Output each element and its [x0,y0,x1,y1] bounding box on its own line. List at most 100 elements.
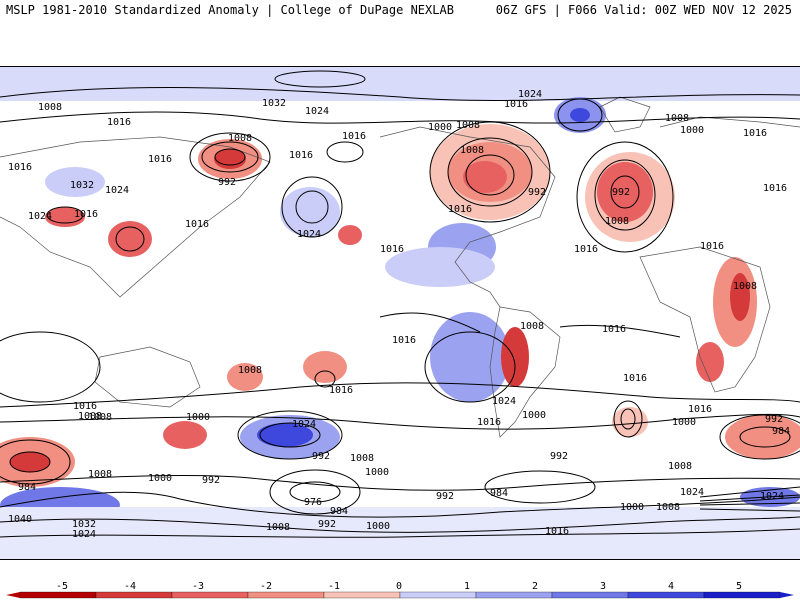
isobar-label: 1016 [185,219,209,230]
isobar-label: 992 [318,519,336,530]
isobar-label: 984 [18,482,36,493]
colorbar-tick-label: -1 [328,581,340,592]
isobar-label: 992 [218,177,236,188]
isobar-label: 1016 [545,526,569,537]
colorbar-tick-label: 3 [600,581,606,592]
isobar-label: 1024 [760,491,784,502]
isobar-label: 1024 [518,89,542,100]
isobar-label: 984 [490,488,508,499]
colorbar-tick-label: -5 [56,581,68,592]
isobar-label: 992 [312,451,330,462]
isobar-label: 1008 [520,321,544,332]
isobar-label: 1000 [365,467,389,478]
australia-coast [94,346,201,408]
isobar-label: 1016 [74,209,98,220]
isobar-label: 1000 [148,473,172,484]
colorbar-swatch [399,591,477,599]
isobar-label: 1016 [763,183,787,194]
isobar-label: 1016 [504,99,528,110]
isobar-label: 1008 [656,502,680,513]
isobar-label: 1016 [448,204,472,215]
isobar-label: 1016 [148,154,172,165]
colorbar-swatch [627,591,705,599]
asia-coast [0,136,271,298]
isobar-label: 984 [330,506,348,517]
isobar-label: 1016 [743,128,767,139]
isobar-label: 1016 [289,150,313,161]
isobar-label: 1008 [88,412,112,423]
isobar-label: 1008 [266,522,290,533]
south-pacific-high-anomaly [430,312,510,402]
isobar-label: 1016 [574,244,598,255]
isobar-label: 1024 [105,185,129,196]
model-run-info: 06Z GFS | F066 Valid: 00Z WED NOV 12 202… [495,3,792,17]
isobar-label: 1040 [8,514,32,525]
isobar-label: 1016 [602,324,626,335]
isobar-label: 1016 [700,241,724,252]
isobar-label: 1016 [688,404,712,415]
europe-coast [659,116,800,128]
isobar-label: 992 [436,491,454,502]
isobar-label: 1024 [28,211,52,222]
isobar-label: 1000 [366,521,390,532]
isobar-label: 1008 [38,102,62,113]
colorbar-swatch [95,591,173,599]
colorbar-tick-label: -4 [124,581,136,592]
isobar-label: 992 [202,475,220,486]
isobar-label: 1024 [492,396,516,407]
isobar-label: 1016 [8,162,32,173]
colorbar-swatch [171,591,249,599]
isobar-label: 1032 [72,519,96,530]
isobar-label: 1024 [680,487,704,498]
isobar-label: 1008 [238,365,262,376]
colorbar-tick-label: -2 [260,581,272,592]
isobar-label: 1024 [297,229,321,240]
isobar-label: 1016 [342,131,366,142]
world-map: 1008 1016 1016 1032 1024 1016 1024 1008 … [0,67,800,559]
colorbar-tick-label: 5 [736,581,742,592]
polar-positive-band [0,67,800,101]
isobar-label: 1008 [668,461,692,472]
isobar-label: 1008 [78,411,102,422]
isobar-label: 1000 [620,502,644,513]
isobar-label: 1032 [70,180,94,191]
isobar-label: 1016 [73,401,97,412]
isobar-label: 1008 [665,113,689,124]
colorbar-tick-label: 4 [668,581,674,592]
coastlines [0,96,800,438]
isobar-label: 1008 [228,133,252,144]
isobar-label: 1016 [392,335,416,346]
colorbar-ticks: -5 -4 -3 -2 -1 0 1 2 3 4 5 [56,581,742,592]
isobar-label: 1016 [380,244,404,255]
isobar-label: 1016 [107,117,131,128]
isobar-label: 1024 [305,106,329,117]
isobar-label: 992 [528,187,546,198]
isobar-label: 1000 [680,125,704,136]
isobar-label: 1008 [88,469,112,480]
anomaly-colorbar: -5 -4 -3 -2 -1 0 1 2 3 4 5 [6,581,794,599]
colorbar-tick-label: 2 [532,581,538,592]
isobar-label: 1016 [477,417,501,428]
isobar-label: 1000 [428,122,452,133]
colorbar-tick-label: 0 [396,581,402,592]
isobar-label: 1000 [672,417,696,428]
andes-low-anomaly [501,327,529,387]
africa-coast [639,246,771,393]
colorbar-tick-label: 1 [464,581,470,592]
isobar-label: 1024 [292,419,316,430]
north-america-coast [379,126,556,308]
anomaly-shading [0,67,800,559]
isobar-label: 992 [612,187,630,198]
isobar-label: 1008 [456,120,480,131]
south-america-coast [489,306,561,438]
isobar-label: 1016 [329,385,353,396]
isobar-labels: 1008 1016 1016 1032 1024 1016 1024 1008 … [8,89,790,540]
colorbar-swatches [6,591,794,599]
isobar-label: 1000 [186,412,210,423]
china-low-anomaly [108,221,152,257]
isobar-label: 1008 [350,453,374,464]
isobar-label: 1032 [262,98,286,109]
colorbar-swatch [551,591,629,599]
colorbar-swatch [703,591,781,599]
colorbar-swatch [247,591,325,599]
